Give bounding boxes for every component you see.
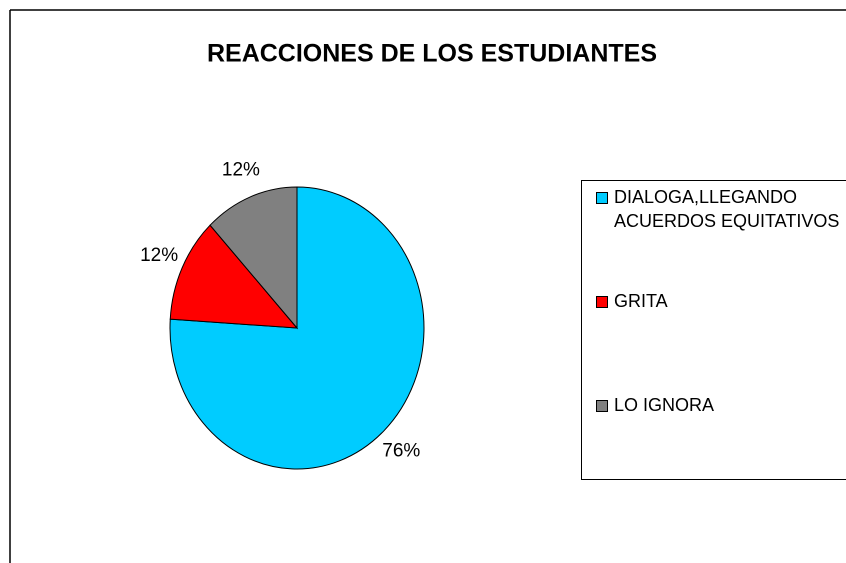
legend-item: DIALOGA,LLEGANDO ACUERDOS EQUITATIVOS	[596, 185, 846, 233]
legend-item: LO IGNORA	[596, 393, 846, 417]
pie-slice	[169, 186, 425, 470]
legend-label: GRITA	[614, 291, 668, 311]
legend-swatch	[596, 400, 608, 412]
legend-swatch	[596, 296, 608, 308]
legend-label: DIALOGA,LLEGANDO ACUERDOS EQUITATIVOS	[614, 187, 840, 231]
pie-slice	[209, 186, 298, 330]
legend-label: LO IGNORA	[614, 395, 715, 415]
chart-title: REACCIONES DE LOS ESTUDIANTES	[207, 40, 657, 68]
data-label: 12%	[140, 245, 178, 266]
pie-slice	[169, 224, 299, 329]
data-label: 76%	[382, 440, 420, 461]
legend-item: GRITA	[596, 289, 846, 313]
legend: DIALOGA,LLEGANDO ACUERDOS EQUITATIVOS GRI…	[581, 180, 846, 480]
legend-swatch	[596, 192, 608, 204]
data-label: 12%	[222, 160, 260, 181]
